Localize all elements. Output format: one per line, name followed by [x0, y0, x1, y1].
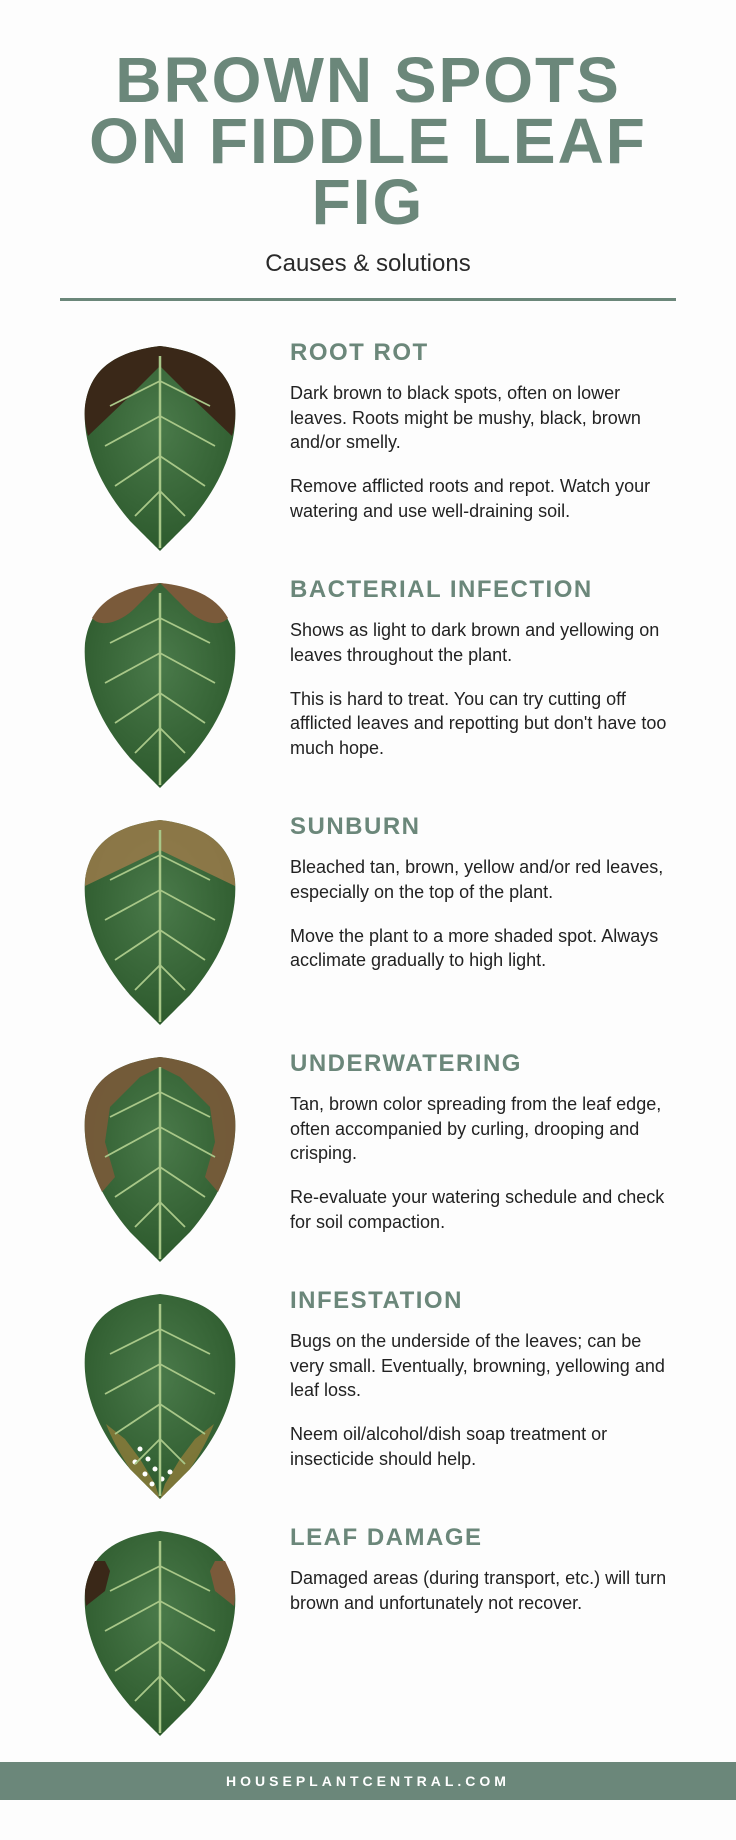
leaf-infestation-icon — [70, 1284, 250, 1504]
leaf-image — [60, 1516, 260, 1741]
section-infestation: INFESTATION Bugs on the underside of the… — [60, 1279, 676, 1504]
section-leaf-damage: LEAF DAMAGE Damaged areas (during transp… — [60, 1516, 676, 1741]
footer-bar: HOUSEPLANTCENTRAL.COM — [0, 1762, 736, 1800]
leaf-damage-icon — [70, 1521, 250, 1741]
section-underwatering: UNDERWATERING Tan, brown color spreading… — [60, 1042, 676, 1267]
leaf-root-rot-icon — [70, 336, 250, 556]
section-text: LEAF DAMAGE Damaged areas (during transp… — [290, 1516, 676, 1635]
leaf-image — [60, 1279, 260, 1504]
infographic-page: BROWN SPOTS ON FIDDLE LEAF FIG Causes & … — [0, 0, 736, 1840]
section-text: UNDERWATERING Tan, brown color spreading… — [290, 1042, 676, 1233]
section-root-rot: ROOT ROT Dark brown to black spots, ofte… — [60, 331, 676, 556]
section-text: INFESTATION Bugs on the underside of the… — [290, 1279, 676, 1470]
leaf-image — [60, 805, 260, 1030]
leaf-underwatering-icon — [70, 1047, 250, 1267]
section-description: Damaged areas (during transport, etc.) w… — [290, 1566, 676, 1615]
section-heading: ROOT ROT — [290, 339, 676, 367]
leaf-bacterial-icon — [70, 573, 250, 793]
section-solution: Re-evaluate your watering schedule and c… — [290, 1185, 676, 1234]
section-solution: This is hard to treat. You can try cutti… — [290, 687, 676, 760]
section-text: BACTERIAL INFECTION Shows as light to da… — [290, 568, 676, 759]
subtitle: Causes & solutions — [60, 250, 676, 278]
sections-container: ROOT ROT Dark brown to black spots, ofte… — [60, 331, 676, 1753]
divider-line — [60, 298, 676, 301]
section-description: Tan, brown color spreading from the leaf… — [290, 1092, 676, 1165]
leaf-image — [60, 568, 260, 793]
leaf-image — [60, 331, 260, 556]
section-description: Bugs on the underside of the leaves; can… — [290, 1329, 676, 1402]
section-heading: BACTERIAL INFECTION — [290, 576, 676, 604]
section-bacterial: BACTERIAL INFECTION Shows as light to da… — [60, 568, 676, 793]
section-heading: SUNBURN — [290, 813, 676, 841]
section-description: Shows as light to dark brown and yellowi… — [290, 618, 676, 667]
main-title: BROWN SPOTS ON FIDDLE LEAF FIG — [60, 50, 676, 232]
section-text: SUNBURN Bleached tan, brown, yellow and/… — [290, 805, 676, 972]
section-solution: Move the plant to a more shaded spot. Al… — [290, 924, 676, 973]
section-description: Bleached tan, brown, yellow and/or red l… — [290, 855, 676, 904]
section-description: Dark brown to black spots, often on lowe… — [290, 381, 676, 454]
section-text: ROOT ROT Dark brown to black spots, ofte… — [290, 331, 676, 522]
leaf-image — [60, 1042, 260, 1267]
section-heading: UNDERWATERING — [290, 1050, 676, 1078]
section-heading: INFESTATION — [290, 1287, 676, 1315]
section-sunburn: SUNBURN Bleached tan, brown, yellow and/… — [60, 805, 676, 1030]
section-solution: Remove afflicted roots and repot. Watch … — [290, 474, 676, 523]
leaf-sunburn-icon — [70, 810, 250, 1030]
section-heading: LEAF DAMAGE — [290, 1524, 676, 1552]
section-solution: Neem oil/alcohol/dish soap treatment or … — [290, 1422, 676, 1471]
footer-text: HOUSEPLANTCENTRAL.COM — [226, 1773, 510, 1789]
